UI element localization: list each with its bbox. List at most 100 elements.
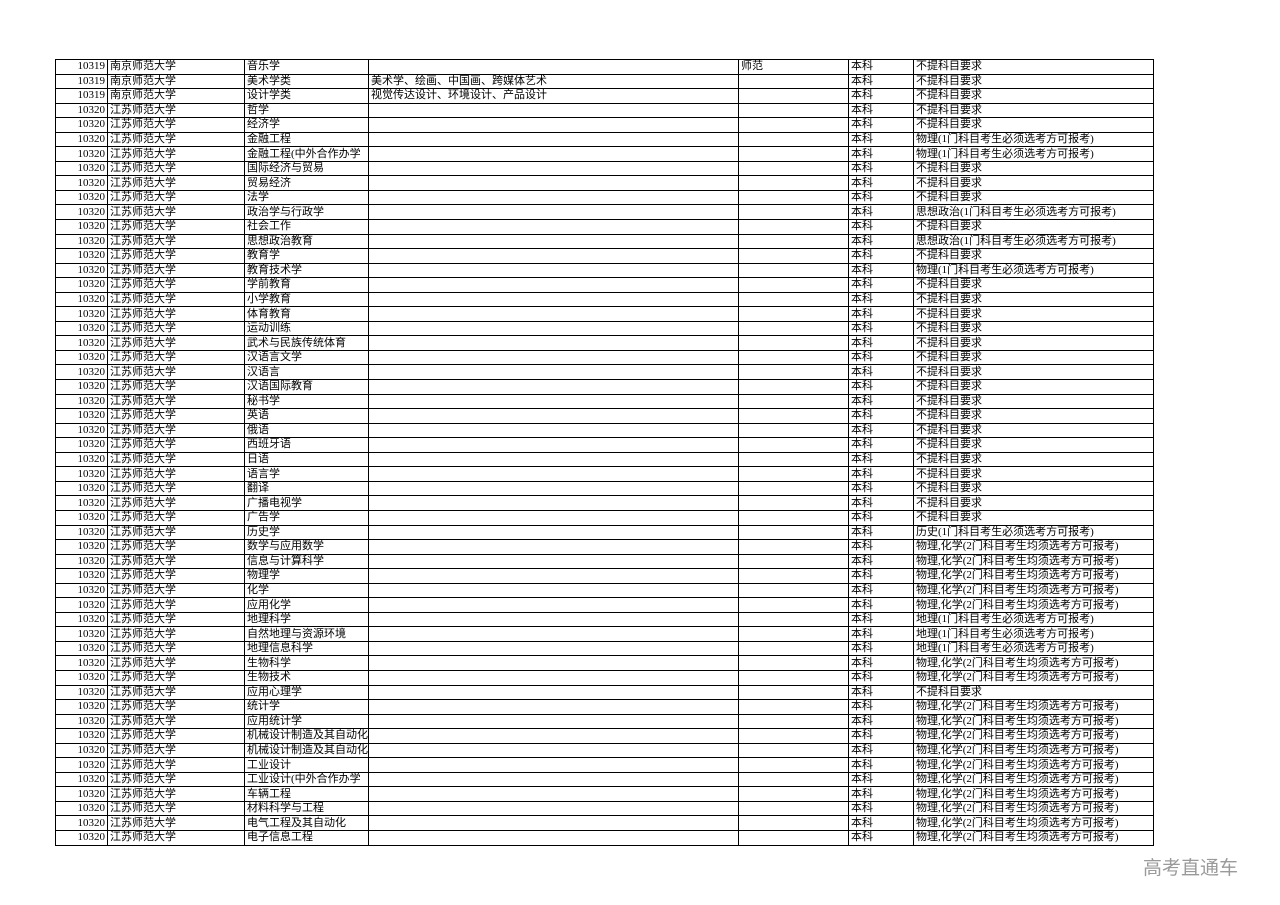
cell-level: 本科	[848, 539, 914, 555]
cell-school: 江苏师范大学	[107, 131, 245, 148]
cell-major: 材料科学与工程	[244, 800, 369, 817]
cell-detail	[368, 786, 739, 802]
cell-type	[738, 408, 849, 424]
cell-detail	[368, 728, 739, 744]
cell-requirement: 物理(1门科目考生必须选考方可报考)	[913, 131, 1154, 148]
cell-detail	[368, 102, 739, 119]
cell-requirement: 物理,化学(2门科目考生均须选考方可报考)	[913, 699, 1154, 715]
cell-type	[738, 539, 849, 555]
cell-level: 本科	[848, 233, 914, 250]
cell-code: 10320	[55, 509, 108, 526]
cell-school: 江苏师范大学	[107, 553, 245, 570]
cell-level: 本科	[848, 175, 914, 191]
cell-school: 江苏师范大学	[107, 582, 245, 599]
cell-major: 经济学	[244, 117, 369, 133]
table-row: 10320 江苏师范大学 车辆工程 本科 物理,化学(2门科目考生均须选考方可报考)	[55, 786, 1154, 802]
cell-type	[738, 509, 849, 526]
cell-major: 车辆工程	[244, 786, 369, 802]
cell-detail	[368, 800, 739, 817]
cell-major: 西班牙语	[244, 437, 369, 453]
cell-major: 日语	[244, 451, 369, 468]
cell-requirement: 物理,化学(2门科目考生均须选考方可报考)	[913, 728, 1154, 744]
cell-major: 教育技术学	[244, 262, 369, 279]
cell-code: 10320	[55, 626, 108, 642]
cell-code: 10320	[55, 466, 108, 482]
table-row: 10320 江苏师范大学 政治学与行政学 本科 思想政治(1门科目考生必须选考方可报考)	[55, 204, 1154, 221]
cell-level: 本科	[848, 73, 914, 90]
cell-school: 江苏师范大学	[107, 815, 245, 831]
cell-school: 江苏师范大学	[107, 393, 245, 410]
cell-level: 本科	[848, 364, 914, 381]
cell-school: 江苏师范大学	[107, 451, 245, 468]
cell-code: 10320	[55, 568, 108, 584]
cell-type	[738, 815, 849, 831]
table-row: 10320 江苏师范大学 教育技术学 本科 物理(1门科目考生必须选考方可报考)	[55, 262, 1154, 279]
cell-detail	[368, 509, 739, 526]
cell-detail	[368, 626, 739, 642]
cell-major: 汉语言文学	[244, 349, 369, 366]
cell-major: 应用心理学	[244, 684, 369, 701]
table-row: 10320 江苏师范大学 广告学 本科 不提科目要求	[55, 509, 1154, 526]
table-row: 10320 江苏师范大学 历史学 本科 历史(1门科目考生必须选考方可报考)	[55, 524, 1154, 541]
table-row: 10320 江苏师范大学 武术与民族传统体育 本科 不提科目要求	[55, 335, 1154, 351]
cell-code: 10320	[55, 771, 108, 788]
cell-level: 本科	[848, 262, 914, 279]
cell-type	[738, 568, 849, 584]
cell-school: 江苏师范大学	[107, 742, 245, 759]
table-row: 10320 江苏师范大学 社会工作 本科 不提科目要求	[55, 219, 1154, 235]
cell-type	[738, 175, 849, 191]
cell-detail	[368, 757, 739, 773]
table-row: 10320 江苏师范大学 汉语国际教育 本科 不提科目要求	[55, 379, 1154, 395]
cell-school: 江苏师范大学	[107, 262, 245, 279]
cell-school: 江苏师范大学	[107, 771, 245, 788]
cell-type	[738, 393, 849, 410]
cell-level: 本科	[848, 466, 914, 482]
cell-detail	[368, 233, 739, 250]
admission-table: 10319 南京师范大学 音乐学 师范 本科 不提科目要求 10319 南京师范大学 美术学类美…	[55, 59, 1154, 846]
cell-level: 本科	[848, 88, 914, 104]
cell-major: 体育教育	[244, 306, 369, 322]
table-row: 10320 江苏师范大学 物理学 本科 物理,化学(2门科目考生均须选考方可报考)	[55, 568, 1154, 584]
cell-requirement: 不提科目要求	[913, 466, 1154, 482]
cell-major: 地理信息科学	[244, 640, 369, 657]
cell-requirement: 不提科目要求	[913, 219, 1154, 235]
table-row: 10320 江苏师范大学 统计学 本科 物理,化学(2门科目考生均须选考方可报考)	[55, 699, 1154, 715]
cell-detail	[368, 451, 739, 468]
cell-code: 10320	[55, 524, 108, 541]
cell-school: 江苏师范大学	[107, 408, 245, 424]
cell-school: 南京师范大学	[107, 73, 245, 90]
cell-type	[738, 88, 849, 104]
cell-major: 秘书学	[244, 393, 369, 410]
cell-level: 本科	[848, 626, 914, 642]
cell-detail	[368, 262, 739, 279]
cell-school: 江苏师范大学	[107, 306, 245, 322]
cell-school: 南京师范大学	[107, 59, 245, 75]
cell-major: 学前教育	[244, 277, 369, 293]
cell-detail	[368, 117, 739, 133]
cell-type	[738, 553, 849, 570]
cell-level: 本科	[848, 408, 914, 424]
cell-type	[738, 379, 849, 395]
cell-detail	[368, 393, 739, 410]
cell-type	[738, 364, 849, 381]
cell-detail	[368, 175, 739, 191]
table-row: 10320 江苏师范大学 体育教育 本科 不提科目要求	[55, 306, 1154, 322]
cell-type	[738, 495, 849, 511]
cell-major: 国际经济与贸易	[244, 160, 369, 177]
cell-code: 10320	[55, 480, 108, 497]
cell-school: 江苏师范大学	[107, 437, 245, 453]
cell-type	[738, 829, 849, 846]
cell-detail	[368, 204, 739, 221]
cell-code: 10320	[55, 117, 108, 133]
cell-level: 本科	[848, 204, 914, 221]
cell-code: 10320	[55, 728, 108, 744]
cell-school: 江苏师范大学	[107, 291, 245, 308]
table-row: 10320 江苏师范大学 地理信息科学 本科 地理(1门科目考生必须选考方可报考)	[55, 640, 1154, 657]
cell-detail	[368, 160, 739, 177]
cell-detail	[368, 219, 739, 235]
table-row: 10320 江苏师范大学 电气工程及其自动化 本科 物理,化学(2门科目考生均须选考方可…	[55, 815, 1154, 831]
cell-code: 10320	[55, 713, 108, 730]
cell-level: 本科	[848, 786, 914, 802]
cell-detail	[368, 553, 739, 570]
cell-requirement: 不提科目要求	[913, 73, 1154, 90]
